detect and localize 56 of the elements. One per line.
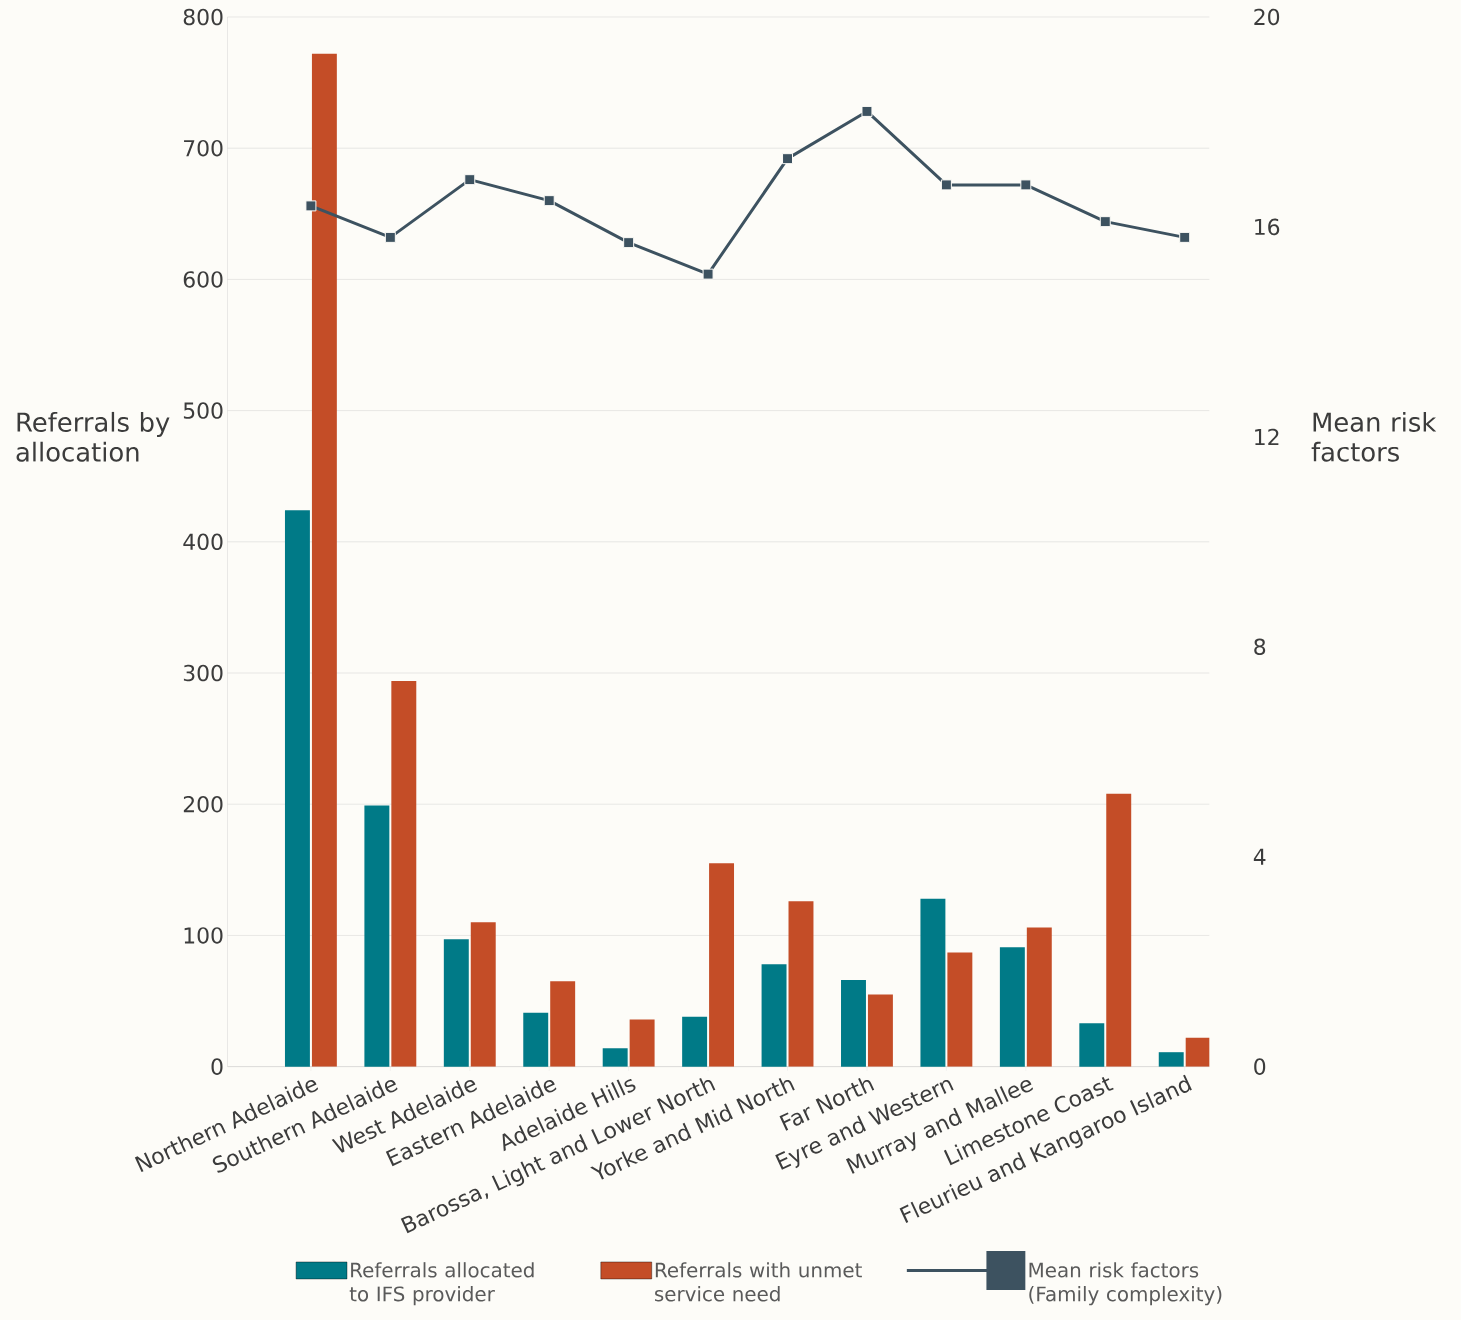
bar — [443, 939, 469, 1067]
bar — [1106, 793, 1132, 1067]
bar — [284, 510, 310, 1067]
bar — [1185, 1037, 1210, 1067]
y-tick-label: 500 — [183, 402, 223, 419]
bar — [709, 863, 735, 1067]
y2-tick-label: 12 — [1255, 428, 1279, 445]
bar — [311, 53, 337, 1067]
bar — [761, 964, 787, 1067]
bar — [550, 981, 576, 1067]
y2-tick-label: 16 — [1255, 218, 1280, 236]
legend-label: Mean risk factors (Family complexity) — [1029, 1262, 1222, 1306]
point — [940, 179, 952, 191]
bar — [1026, 927, 1052, 1067]
point — [782, 153, 794, 165]
point — [305, 200, 317, 212]
legend-label: Referrals allocated to IFS provider — [349, 1262, 534, 1306]
bar — [1079, 1023, 1105, 1067]
y-tick-label: 600 — [183, 271, 223, 288]
y2-tick-label: 0 — [1254, 1058, 1266, 1075]
point — [702, 268, 714, 280]
bar — [788, 901, 814, 1067]
y-tick-label: 800 — [183, 8, 223, 26]
bar — [470, 922, 496, 1067]
bar — [867, 994, 893, 1067]
y2-axis-title: Mean risk factors — [1311, 411, 1437, 462]
point — [861, 105, 873, 117]
bar — [841, 980, 866, 1067]
y2-tick-label: 20 — [1254, 8, 1280, 26]
bar — [523, 1012, 549, 1067]
y-tick-label: 200 — [183, 795, 223, 813]
bar — [1158, 1052, 1184, 1067]
point — [1179, 231, 1191, 243]
point — [543, 195, 555, 207]
point — [1020, 179, 1032, 191]
point — [464, 174, 476, 186]
y-tick-label: 0 — [211, 1058, 223, 1075]
y-tick-label: 400 — [183, 533, 223, 551]
bar — [682, 1016, 708, 1067]
bar — [999, 947, 1025, 1067]
point — [623, 237, 635, 249]
bar — [391, 680, 417, 1067]
bar — [947, 952, 973, 1067]
bar — [920, 898, 946, 1067]
point — [384, 231, 396, 243]
y-tick-label: 700 — [184, 139, 223, 157]
y2-tick-label: 8 — [1254, 638, 1266, 655]
legend-label: Referrals with unmet service need — [654, 1262, 862, 1302]
y-tick-label: 100 — [184, 927, 223, 944]
bar — [602, 1048, 628, 1067]
y2-tick-label: 4 — [1253, 848, 1266, 865]
bar — [364, 805, 390, 1067]
y-tick-label: 300 — [183, 664, 223, 682]
bar — [629, 1019, 655, 1067]
point — [1099, 216, 1111, 228]
y-axis-title: Referrals by allocation — [16, 411, 170, 462]
